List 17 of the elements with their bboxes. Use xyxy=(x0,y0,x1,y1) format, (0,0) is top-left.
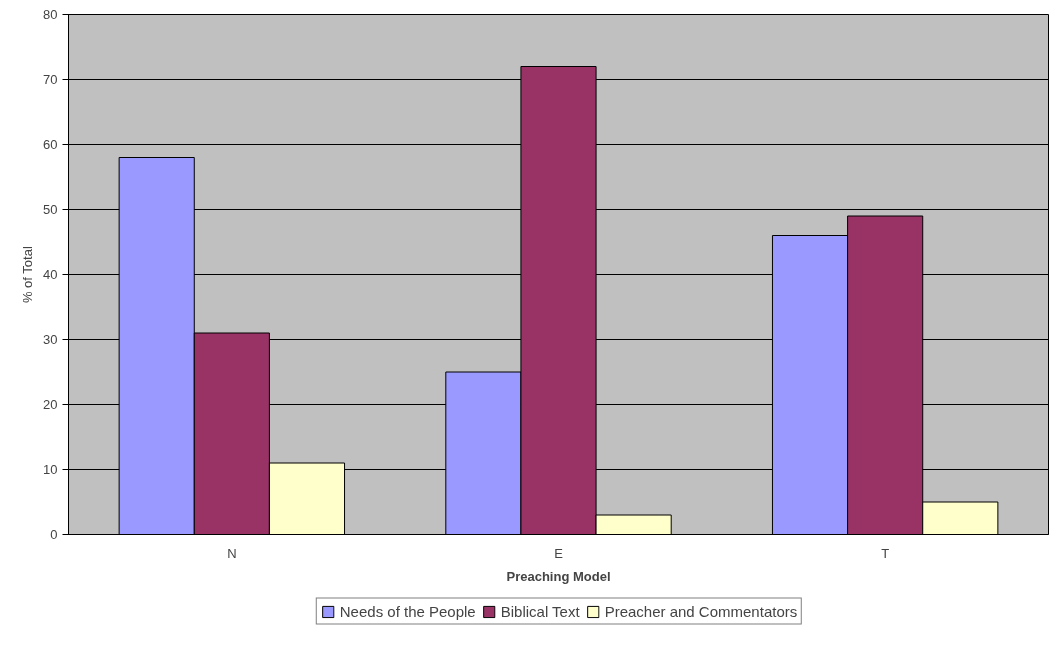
y-tick-label: 10 xyxy=(43,462,58,477)
y-tick-label: 50 xyxy=(43,202,58,217)
y-tick-label: 70 xyxy=(43,72,58,87)
y-tick-label: 30 xyxy=(43,332,58,347)
legend-label: Preacher and Commentators xyxy=(604,602,798,620)
y-tick-label: 80 xyxy=(43,7,58,22)
x-tick-label: E xyxy=(554,545,564,561)
x-axis-title: Preaching Model xyxy=(506,568,611,584)
legend-label: Needs of the People xyxy=(339,602,476,620)
y-tick-label: 20 xyxy=(43,397,58,412)
y-tick-label: 40 xyxy=(43,267,58,282)
x-tick-label: T xyxy=(881,545,890,561)
y-tick-label: 0 xyxy=(50,527,58,542)
y-tick-label: 60 xyxy=(43,137,58,152)
y-axis-title: % of Total xyxy=(20,246,36,304)
x-tick-label: N xyxy=(227,545,237,561)
legend-label: Biblical Text xyxy=(500,602,580,620)
